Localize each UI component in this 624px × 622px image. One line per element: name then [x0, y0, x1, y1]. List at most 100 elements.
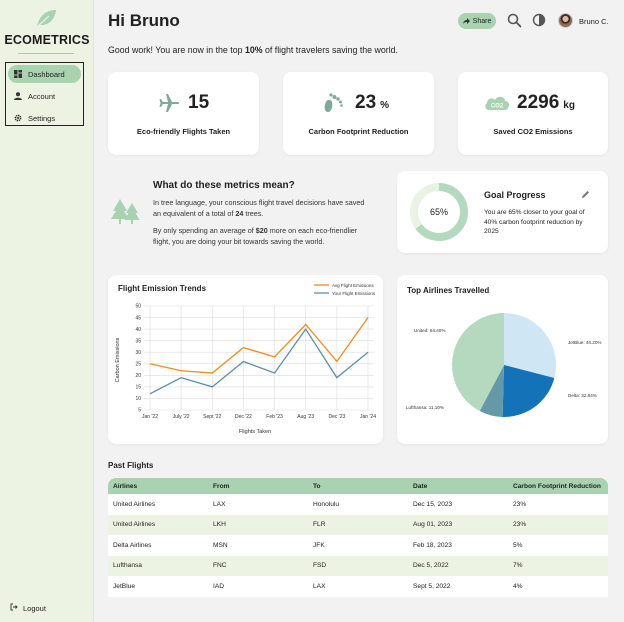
table-cell: JetBlue — [113, 582, 135, 590]
sidebar-item-label: Account — [28, 91, 56, 101]
column-header-from[interactable]: From — [213, 482, 230, 490]
y-tick-label: 10 — [135, 396, 141, 402]
table-cell: Honolulu — [313, 500, 340, 508]
pie-slice-united[interactable] — [452, 313, 504, 411]
table-cell: Sept 5, 2022 — [413, 582, 451, 590]
series-line-avg — [149, 317, 369, 374]
x-tick-label: Dec '22 — [235, 414, 252, 420]
metric-label: Carbon Footprint Reduction — [308, 127, 409, 136]
y-tick-label: 40 — [135, 327, 141, 333]
x-tick-label: Jan '22 — [142, 414, 158, 420]
column-header-reduction[interactable]: Carbon Footprint Reduction — [513, 482, 601, 490]
table-cell: 23% — [513, 521, 527, 529]
theme-toggle-icon[interactable] — [532, 13, 546, 27]
logout-button[interactable]: Logout — [10, 603, 46, 613]
subtitle-percent: 10% — [244, 45, 263, 55]
share-label: Share — [472, 17, 492, 25]
subtitle-text-end: of flight travelers saving the world. — [262, 45, 398, 55]
legend-label-your: Your Flight Emissions — [332, 291, 376, 296]
table-cell: LAX — [213, 500, 226, 508]
metric-unit: % — [380, 100, 390, 111]
sidebar: ECOMETRICS Dashboard Account Settings Lo… — [0, 0, 94, 622]
metrics-meaning-text-trees: In tree language, your conscious flight … — [153, 198, 373, 219]
sidebar-item-dashboard[interactable]: Dashboard — [8, 65, 81, 83]
metric-number: 2296 — [517, 92, 560, 113]
edit-pencil-icon[interactable] — [581, 190, 590, 199]
column-header-to[interactable]: To — [313, 482, 321, 490]
metric-number: 23 — [355, 92, 377, 113]
goal-percent-label: 65% — [430, 207, 448, 217]
emission-line-chart: 5 10 15 20 25 30 35 40 45 50 Jan '22 July '22 Sept … — [115, 283, 376, 435]
table-row[interactable]: Lufthansa FNC FSD Dec 5, 2022 7% — [108, 555, 608, 576]
past-flights-table: Airlines From To Date Carbon Footprint R… — [108, 478, 608, 597]
table-cell: United Airlines — [113, 500, 156, 508]
table-cell: United Airlines — [113, 521, 156, 529]
table-cell: IAD — [213, 582, 224, 590]
table-row[interactable]: United Airlines LKH FLR Aug 01, 2023 23% — [108, 514, 608, 535]
x-tick-label: Feb '23 — [266, 414, 283, 420]
search-icon[interactable] — [507, 13, 522, 28]
goal-text: You are 65% closer to your goal of 40% c… — [484, 209, 585, 235]
text-bold: 24 — [235, 208, 244, 218]
svg-text:CO2: CO2 — [491, 104, 504, 110]
share-button[interactable]: Share — [458, 13, 496, 29]
series-line-your — [149, 327, 369, 395]
brand-name: ECOMETRICS — [4, 33, 90, 47]
avatar[interactable] — [558, 13, 573, 28]
table-row[interactable]: JetBlue IAD LAX Sept 5, 2022 4% — [108, 576, 608, 597]
table-cell: JFK — [313, 541, 325, 549]
table-cell: Feb 18, 2023 — [413, 541, 452, 549]
trees-icon — [111, 199, 140, 224]
user-name[interactable]: Bruno C. — [579, 17, 609, 26]
page-subtitle: Good work! You are now in the top 10% of… — [108, 45, 398, 55]
pie-slice-jetblue[interactable] — [504, 313, 556, 378]
sidebar-item-account[interactable]: Account — [8, 87, 81, 105]
table-cell: Aug 01, 2023 — [413, 521, 453, 529]
x-tick-label: Jan '24 — [360, 414, 376, 420]
table-row[interactable]: Delta Airlines MSN JFK Feb 18, 2023 5% — [108, 535, 608, 556]
y-tick-label: 50 — [135, 304, 141, 310]
table-cell: FNC — [213, 562, 227, 570]
logout-label: Logout — [23, 603, 46, 613]
y-tick-label: 45 — [135, 315, 141, 321]
page-title: Hi Bruno — [108, 11, 180, 30]
pie-label-lufthansa: Lufthansa: 11.10% — [406, 405, 444, 410]
metric-card-co2: CO2 2296 kg Saved CO2 Emissions — [458, 72, 608, 155]
y-tick-label: 5 — [138, 408, 141, 414]
x-axis-label: Flights Taken — [239, 429, 271, 435]
table-cell: 7% — [513, 562, 523, 570]
text-part: trees. — [243, 208, 264, 218]
co2-cloud-icon: CO2 — [485, 96, 509, 110]
metric-unit: kg — [563, 100, 575, 111]
goal-progress-ring: 65% — [410, 183, 468, 241]
goal-title: Goal Progress — [484, 190, 546, 200]
table-cell: LKH — [213, 521, 226, 529]
logout-icon — [10, 603, 18, 613]
pie-slice-delta[interactable] — [502, 365, 555, 417]
sidebar-item-settings[interactable]: Settings — [8, 109, 81, 127]
pie-label-united: United: 64.40% — [414, 328, 445, 333]
table-cell: Lufthansa — [113, 562, 142, 570]
metric-value: 23% — [355, 92, 389, 114]
sidebar-item-label: Dashboard — [28, 69, 65, 79]
y-tick-label: 15 — [135, 385, 141, 391]
column-header-airlines[interactable]: Airlines — [113, 482, 138, 490]
emission-trends-card: Flight Emission Trends 5 10 15 20 25 30 35 40 45… — [108, 275, 383, 444]
pie-slice-lufthansa[interactable] — [479, 365, 504, 417]
table-cell: 23% — [513, 500, 527, 508]
column-header-date[interactable]: Date — [413, 482, 428, 490]
metric-card-carbon: 23% Carbon Footprint Reduction — [283, 72, 434, 155]
pie-label-delta: Delta: 32.64% — [568, 393, 597, 398]
table-cell: Dec 5, 2022 — [413, 562, 449, 570]
y-axis-label: Carbon Emissions — [115, 337, 121, 382]
table-cell: Dec 15, 2023 — [413, 500, 453, 508]
chart-title: Flight Emission Trends — [118, 284, 207, 293]
plane-icon — [159, 94, 180, 112]
x-tick-label: Aug '23 — [297, 414, 314, 420]
table-row[interactable]: United Airlines LAX Honolulu Dec 15, 202… — [108, 494, 608, 515]
sidebar-nav: Dashboard Account Settings — [5, 62, 84, 126]
metric-value: 2296 kg — [517, 92, 575, 114]
chart-title: Top Airlines Travelled — [407, 286, 490, 295]
x-tick-label: Dec '23 — [328, 414, 345, 420]
x-tick-label: Sept '22 — [203, 414, 221, 420]
